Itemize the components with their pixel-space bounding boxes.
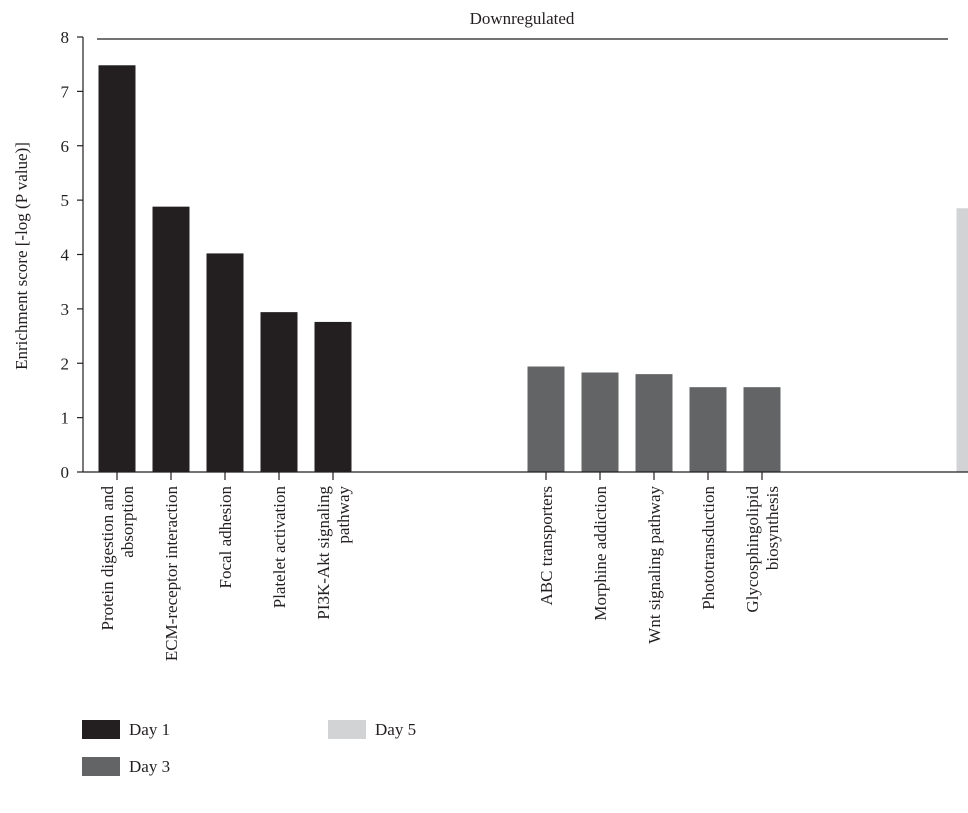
x-tick-label-line: Platelet activation [966,486,968,609]
x-tick-label-line: pathway [334,486,353,544]
y-tick-label: 7 [61,82,70,101]
y-tick-label: 0 [61,463,70,482]
x-tick-label: Focal adhesion [216,486,235,589]
bar-1-3 [206,253,244,472]
x-tick-label-line: Wnt signaling pathway [645,486,664,644]
x-tick-label: Glycosphingolipidbiosynthesis [743,486,782,613]
x-tick-label: Platelet activation [966,486,968,609]
x-tick-label-line: biosynthesis [763,486,782,570]
legend-label-1: Day 1 [129,720,170,739]
x-tick-label-line: PI3K-Akt signaling [314,486,333,620]
x-tick-label-line: Morphine addiction [591,486,610,621]
x-tick-label-line: Protein digestion and [98,486,117,631]
x-tick-label: Platelet activation [270,486,289,609]
bar-1-2 [152,206,190,472]
x-tick-label-line: Platelet activation [270,486,289,609]
y-tick-label: 5 [61,191,70,210]
x-tick-label: Protein digestion andabsorption [98,486,137,631]
x-axis: Protein digestion andabsorption ECM-recep… [83,471,968,662]
y-tick-label: 2 [61,354,70,373]
x-tick-label-line: absorption [118,486,137,558]
bar-2-2 [581,372,619,472]
y-tick-label: 4 [61,246,70,265]
y-tick-label: 8 [61,28,70,47]
legend-label-2: Day 3 [129,757,170,776]
bar-2-1 [527,366,565,472]
y-axis: 0 1 2 3 4 5 6 7 8 [61,28,84,482]
chart-title: Downregulated [470,9,575,28]
y-axis-label: Enrichment score [-log (P value)] [12,142,31,370]
legend-swatch-1 [82,720,120,739]
x-tick-label-line: Phototransduction [699,486,718,610]
x-tick-label: Phototransduction [699,486,718,610]
bar-1-5 [314,321,352,472]
x-tick-label: ECM-receptor interaction [162,486,181,662]
bar-2-4 [689,387,727,472]
x-tick-label-line: ECM-receptor interaction [162,486,181,662]
x-tick-label: ABC transporters [537,486,556,605]
legend-label-3: Day 5 [375,720,416,739]
x-tick-label-line: Focal adhesion [216,486,235,589]
legend-swatch-2 [82,757,120,776]
x-tick-label-line: Glycosphingolipid [743,486,762,613]
x-tick-label-line: ABC transporters [537,486,556,605]
bars [98,65,968,473]
y-tick-label: 6 [61,137,70,156]
legend-swatch-3 [328,720,366,739]
bar-3-1 [956,208,968,472]
x-tick-label: Morphine addiction [591,486,610,621]
bar-1-4 [260,312,298,472]
y-tick-label: 3 [61,300,70,319]
bar-1-1 [98,65,136,473]
legend: Day 1 Day 3 Day 5 [82,720,416,776]
x-tick-label: PI3K-Akt signalingpathway [314,486,353,620]
y-tick-label: 1 [61,409,70,428]
bar-2-5 [743,387,781,472]
bar-2-3 [635,374,673,472]
x-tick-label: Wnt signaling pathway [645,486,664,644]
